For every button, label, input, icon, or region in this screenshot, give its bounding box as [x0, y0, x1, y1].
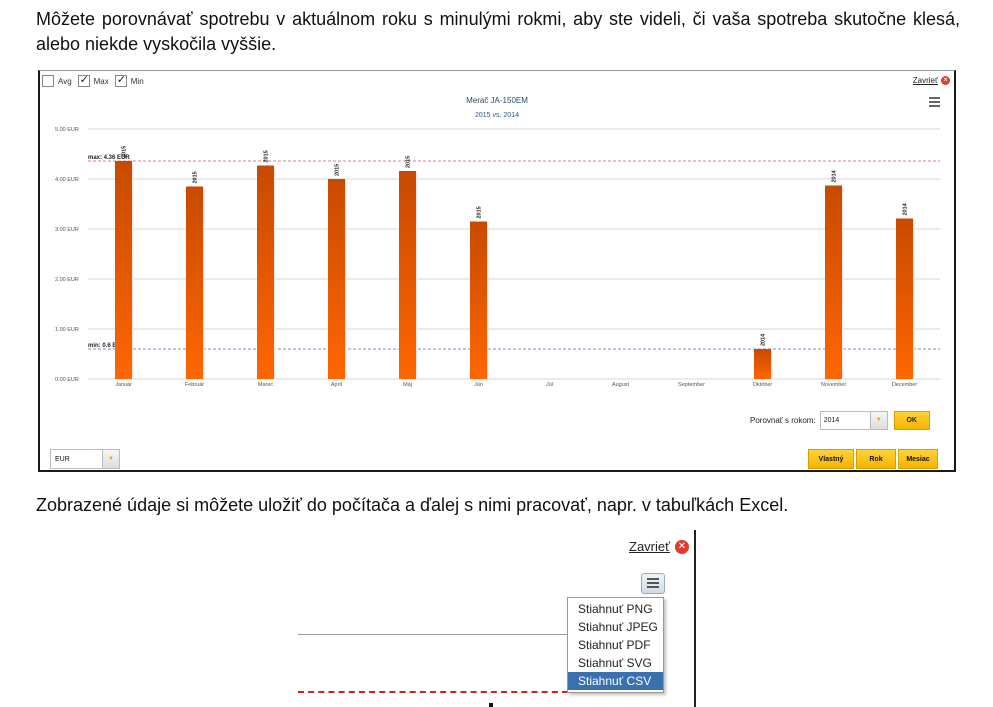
y-tick-label: 5.00 EUR	[55, 127, 79, 133]
bar-data-label: 2014	[903, 202, 909, 215]
bar	[470, 221, 487, 379]
divider-line	[694, 530, 696, 707]
bar-data-label: 2014	[832, 169, 838, 182]
series-checkboxes: Avg Max Min	[42, 73, 150, 87]
export-close-link[interactable]: Zavrieť ✕	[629, 539, 689, 554]
bar-data-label: 2015	[264, 150, 270, 162]
chevron-down-icon[interactable]: ▼	[102, 450, 119, 468]
bar-chart: 0.00 EUR 1.00 EUR 2.00 EUR 3.00 EUR 4.00 EUR…	[55, 127, 940, 388]
bar-data-label: 2015	[122, 146, 128, 158]
x-tick-label: Marec	[258, 382, 274, 388]
currency-select[interactable]: EUR ▼	[50, 449, 120, 469]
x-tick-label: November	[821, 382, 847, 388]
export-item-svg[interactable]: Stiahnuť SVG	[578, 656, 652, 670]
chart-subtitle: 2015 vs. 2014	[475, 112, 519, 119]
bar-data-label: 2015	[335, 164, 341, 176]
bar-data-label: 2014	[761, 333, 767, 346]
x-tick-label: September	[678, 382, 705, 388]
x-tick-label: December	[892, 382, 918, 388]
chart-title: Merač JA-150EM	[466, 96, 528, 105]
y-tick-label: 4.00 EUR	[55, 177, 79, 183]
close-link[interactable]: Zavrieť ✕	[913, 76, 950, 85]
period-buttons: Vlastný Rok Mesiac	[806, 449, 938, 469]
x-tick-label: August	[612, 382, 630, 388]
bar-data-label: 2015	[406, 156, 412, 168]
close-link-label[interactable]: Zavrieť	[912, 76, 938, 85]
bar	[754, 349, 771, 379]
bar	[896, 218, 913, 379]
min-line-label: min: 0.6 EUR	[88, 343, 126, 349]
checkbox-min[interactable]: Min	[114, 73, 144, 87]
y-tick-label: 1.00 EUR	[55, 327, 79, 333]
checkbox-avg-box[interactable]	[42, 75, 54, 87]
export-close-label[interactable]: Zavrieť	[629, 539, 670, 554]
x-tick-label: Január	[115, 382, 132, 388]
chart-menu-icon[interactable]	[929, 97, 940, 109]
export-item-png[interactable]: Stiahnuť PNG	[578, 602, 653, 616]
export-paragraph: Zobrazené údaje si môžete uložiť do počí…	[36, 495, 789, 515]
period-button-month[interactable]: Mesiac	[898, 449, 938, 469]
gridline	[298, 634, 568, 635]
bar	[186, 186, 203, 379]
checkbox-max[interactable]: Max	[77, 73, 109, 87]
checkbox-max-box[interactable]	[77, 73, 90, 87]
period-button-custom[interactable]: Vlastný	[808, 449, 854, 469]
export-item-csv[interactable]: Stiahnuť CSV	[568, 672, 663, 690]
intro-paragraph: Môžete porovnávať spotrebu v aktuálnom r…	[36, 9, 960, 54]
chevron-down-icon[interactable]: ▼	[869, 412, 887, 429]
x-tick-label: Apríl	[331, 382, 342, 388]
bar-data-label: 2015	[193, 171, 199, 183]
close-icon[interactable]: ✕	[941, 76, 950, 85]
export-item-jpeg[interactable]: Stiahnuť JPEG	[578, 620, 658, 634]
ok-button[interactable]: OK	[893, 411, 930, 430]
x-tick-label: Október	[753, 382, 773, 388]
bar-edge	[489, 703, 493, 707]
bar-data-label: 2015	[477, 206, 483, 218]
period-button-year[interactable]: Rok	[856, 449, 896, 469]
max-line-label: max: 4.36 EUR	[88, 155, 130, 161]
checkbox-max-label: Max	[93, 76, 109, 86]
x-tick-label: Júl	[546, 382, 553, 388]
bar	[257, 165, 274, 379]
compare-year-select[interactable]: 2014 ▼	[819, 411, 888, 430]
bar	[825, 185, 842, 379]
x-tick-label: Máj	[403, 382, 412, 388]
checkbox-avg-label: Avg	[58, 76, 72, 86]
y-tick-label: 2.00 EUR	[55, 277, 79, 283]
max-plot-line	[298, 691, 568, 693]
y-tick-label: 0.00 EUR	[55, 377, 79, 383]
x-tick-label: Február	[185, 382, 204, 388]
checkbox-min-label: Min	[130, 76, 144, 86]
compare-label: Porovnať s rokom:	[750, 416, 816, 425]
bar	[115, 161, 132, 379]
compare-row: Porovnať s rokom: 2014 ▼ OK	[750, 411, 930, 430]
bar	[328, 179, 345, 379]
bar	[399, 171, 416, 379]
close-icon[interactable]: ✕	[675, 539, 689, 554]
y-tick-label: 3.00 EUR	[55, 227, 79, 233]
export-dropdown: Stiahnuť PNG Stiahnuť JPEG Stiahnuť PDF …	[567, 597, 664, 693]
chart-widget: Avg Max Min Zavrieť ✕ Merač JA-150EM 201…	[38, 70, 956, 472]
x-tick-label: Jún	[474, 382, 483, 388]
export-item-pdf[interactable]: Stiahnuť PDF	[578, 638, 651, 652]
compare-year-value: 2014	[823, 417, 840, 424]
export-menu-button[interactable]	[641, 573, 665, 594]
checkbox-avg[interactable]: Avg	[42, 75, 72, 87]
currency-value: EUR	[55, 455, 70, 463]
checkbox-min-box[interactable]	[114, 73, 127, 87]
